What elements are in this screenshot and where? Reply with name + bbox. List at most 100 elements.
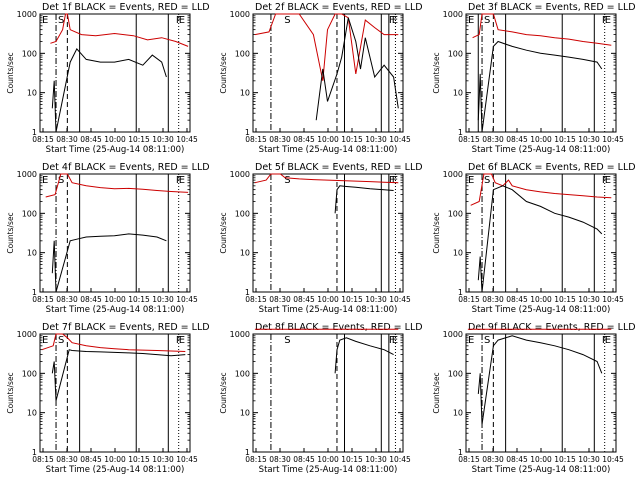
panel-title: Det 3f BLACK = Events, RED = LLD [468, 2, 636, 13]
y-tick-label: 1000 [17, 330, 37, 339]
y-tick-label: 1 [245, 448, 250, 457]
event-marker-label: S [284, 335, 290, 346]
event-marker-label: E [605, 15, 611, 26]
x-tick-label: 08:45 [506, 455, 528, 464]
x-tick-label: 10:45 [389, 135, 411, 144]
x-tick-label: 08:30 [269, 135, 291, 144]
y-axis-label: Counts/sec [6, 212, 15, 253]
x-tick-label: 08:15 [32, 295, 54, 304]
event-marker-label: F [389, 175, 395, 186]
event-marker-label: S [484, 15, 490, 26]
x-tick-label: 08:15 [32, 135, 54, 144]
x-tick-label: 08:45 [80, 455, 102, 464]
y-tick-label: 1 [458, 288, 463, 297]
events-series-line [477, 335, 603, 425]
x-tick-label: 08:30 [56, 295, 78, 304]
lld-series-line [254, 13, 399, 81]
x-tick-label: 10:30 [578, 295, 600, 304]
panel-title: Det 5f BLACK = Events, RED = LLD [255, 162, 423, 173]
x-tick-label: 10:00 [317, 455, 339, 464]
event-marker-label: E [605, 335, 611, 346]
y-tick-label: 10 [240, 249, 250, 258]
y-axis-label: Counts/sec [219, 212, 228, 253]
x-tick-label: 10:15 [554, 295, 576, 304]
y-tick-label: 100 [22, 209, 37, 218]
y-tick-label: 100 [448, 49, 463, 58]
lld-series-line [41, 333, 186, 352]
x-tick-label: 08:15 [32, 455, 54, 464]
x-axis-label: Start Time (25-Aug-14 08:11:00) [472, 305, 611, 315]
y-tick-label: 10 [27, 409, 37, 418]
x-axis-label: Start Time (25-Aug-14 08:11:00) [46, 465, 185, 475]
x-axis-label: Start Time (25-Aug-14 08:11:00) [259, 145, 398, 155]
event-marker-label: S [484, 335, 490, 346]
y-tick-label: 10 [27, 89, 37, 98]
x-tick-label: 10:30 [365, 135, 387, 144]
panel-det-8: Det 8f BLACK = Events, RED = LLD 1 10 100 10… [219, 322, 423, 475]
x-tick-label: 10:30 [152, 135, 174, 144]
x-tick-label: 10:30 [365, 295, 387, 304]
y-tick-label: 100 [448, 209, 463, 218]
y-tick-label: 10 [27, 249, 37, 258]
events-series-line [334, 185, 394, 214]
y-tick-label: 1000 [230, 170, 250, 179]
y-tick-label: 1 [32, 448, 37, 457]
y-tick-label: 1 [245, 288, 250, 297]
x-tick-label: 10:00 [104, 135, 126, 144]
x-tick-label: 10:30 [578, 135, 600, 144]
x-tick-label: 08:30 [482, 455, 504, 464]
x-tick-label: 08:30 [482, 135, 504, 144]
panel-det-3: Det 3f BLACK = Events, RED = LLD 1 10 100 10… [432, 2, 636, 155]
x-tick-label: 08:45 [80, 135, 102, 144]
axes-frame [39, 13, 191, 133]
x-tick-label: 08:45 [293, 295, 315, 304]
y-tick-label: 10 [240, 89, 250, 98]
x-tick-label: 10:15 [554, 135, 576, 144]
x-tick-label: 08:30 [269, 295, 291, 304]
x-tick-label: 10:15 [128, 455, 150, 464]
axes-frame [465, 333, 617, 453]
x-tick-label: 08:15 [245, 295, 267, 304]
x-tick-label: 10:45 [389, 295, 411, 304]
panel-title: Det 8f BLACK = Events, RED = LLD [255, 322, 423, 333]
x-tick-label: 10:00 [317, 295, 339, 304]
event-marker-label: E [42, 15, 48, 26]
axes-frame [252, 333, 404, 453]
x-axis-label: Start Time (25-Aug-14 08:11:00) [472, 465, 611, 475]
y-tick-label: 10 [240, 409, 250, 418]
x-tick-label: 08:45 [293, 135, 315, 144]
events-series-line [315, 17, 399, 121]
event-marker-label: S [284, 15, 290, 26]
events-series-line [477, 185, 603, 293]
event-marker-label: E [179, 175, 185, 186]
x-tick-label: 10:30 [152, 295, 174, 304]
panel-det-7: Det 7f BLACK = Events, RED = LLD 1 10 100 10… [6, 322, 210, 475]
x-tick-label: 08:45 [506, 295, 528, 304]
event-marker-label: E [392, 175, 398, 186]
y-tick-label: 100 [235, 49, 250, 58]
y-axis-label: Counts/sec [219, 372, 228, 413]
x-tick-label: 10:45 [176, 135, 198, 144]
y-tick-label: 1 [245, 128, 250, 137]
panel-title: Det 2f BLACK = Events, RED = LLD [255, 2, 423, 13]
x-tick-label: 10:45 [602, 135, 624, 144]
lld-series-line [254, 173, 399, 184]
event-marker-label: F [602, 15, 608, 26]
x-tick-label: 10:45 [176, 295, 198, 304]
y-tick-label: 1000 [443, 10, 463, 19]
lld-series-line [472, 13, 612, 46]
panel-title: Det 7f BLACK = Events, RED = LLD [42, 322, 210, 333]
x-tick-label: 10:15 [341, 295, 363, 304]
x-tick-label: 10:00 [317, 135, 339, 144]
y-tick-label: 100 [235, 369, 250, 378]
y-tick-label: 1 [458, 128, 463, 137]
event-marker-label: E [605, 175, 611, 186]
y-tick-label: 1000 [17, 170, 37, 179]
panel-title: Det 9f BLACK = Events, RED = LLD [468, 322, 636, 333]
event-marker-label: E [468, 335, 474, 346]
y-tick-label: 100 [448, 369, 463, 378]
lld-series-line [45, 173, 189, 198]
axes-frame [465, 13, 617, 133]
panel-det-9: Det 9f BLACK = Events, RED = LLD 1 10 100 10… [432, 322, 636, 475]
